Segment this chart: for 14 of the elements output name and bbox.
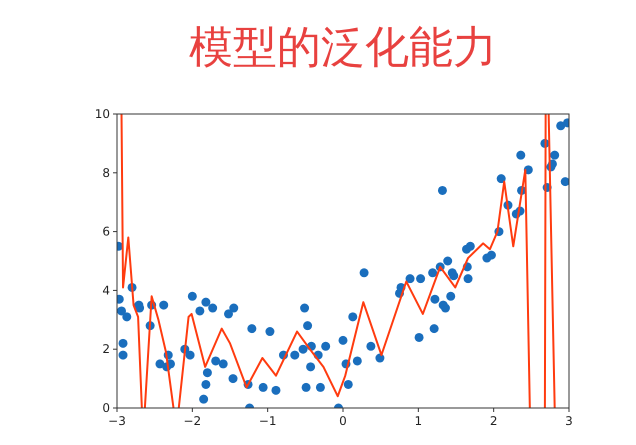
x-tick-label: −1 [258, 414, 277, 428]
x-tick-label: 0 [339, 414, 347, 428]
x-tick-label: −3 [108, 414, 126, 428]
y-tick-label: 8 [102, 166, 110, 180]
y-tick-label: 6 [102, 224, 110, 239]
chart-title: 模型的泛化能力 [189, 22, 497, 73]
y-tick-label: 0 [102, 401, 110, 415]
x-tick-label: 3 [565, 414, 573, 428]
y-tick-label: 4 [102, 283, 110, 298]
y-tick-label: 10 [94, 107, 110, 121]
x-tick-label: 2 [490, 414, 498, 428]
x-tick-label: −2 [183, 414, 202, 428]
x-tick-label: 1 [414, 414, 422, 428]
y-tick-label: 2 [102, 342, 110, 356]
